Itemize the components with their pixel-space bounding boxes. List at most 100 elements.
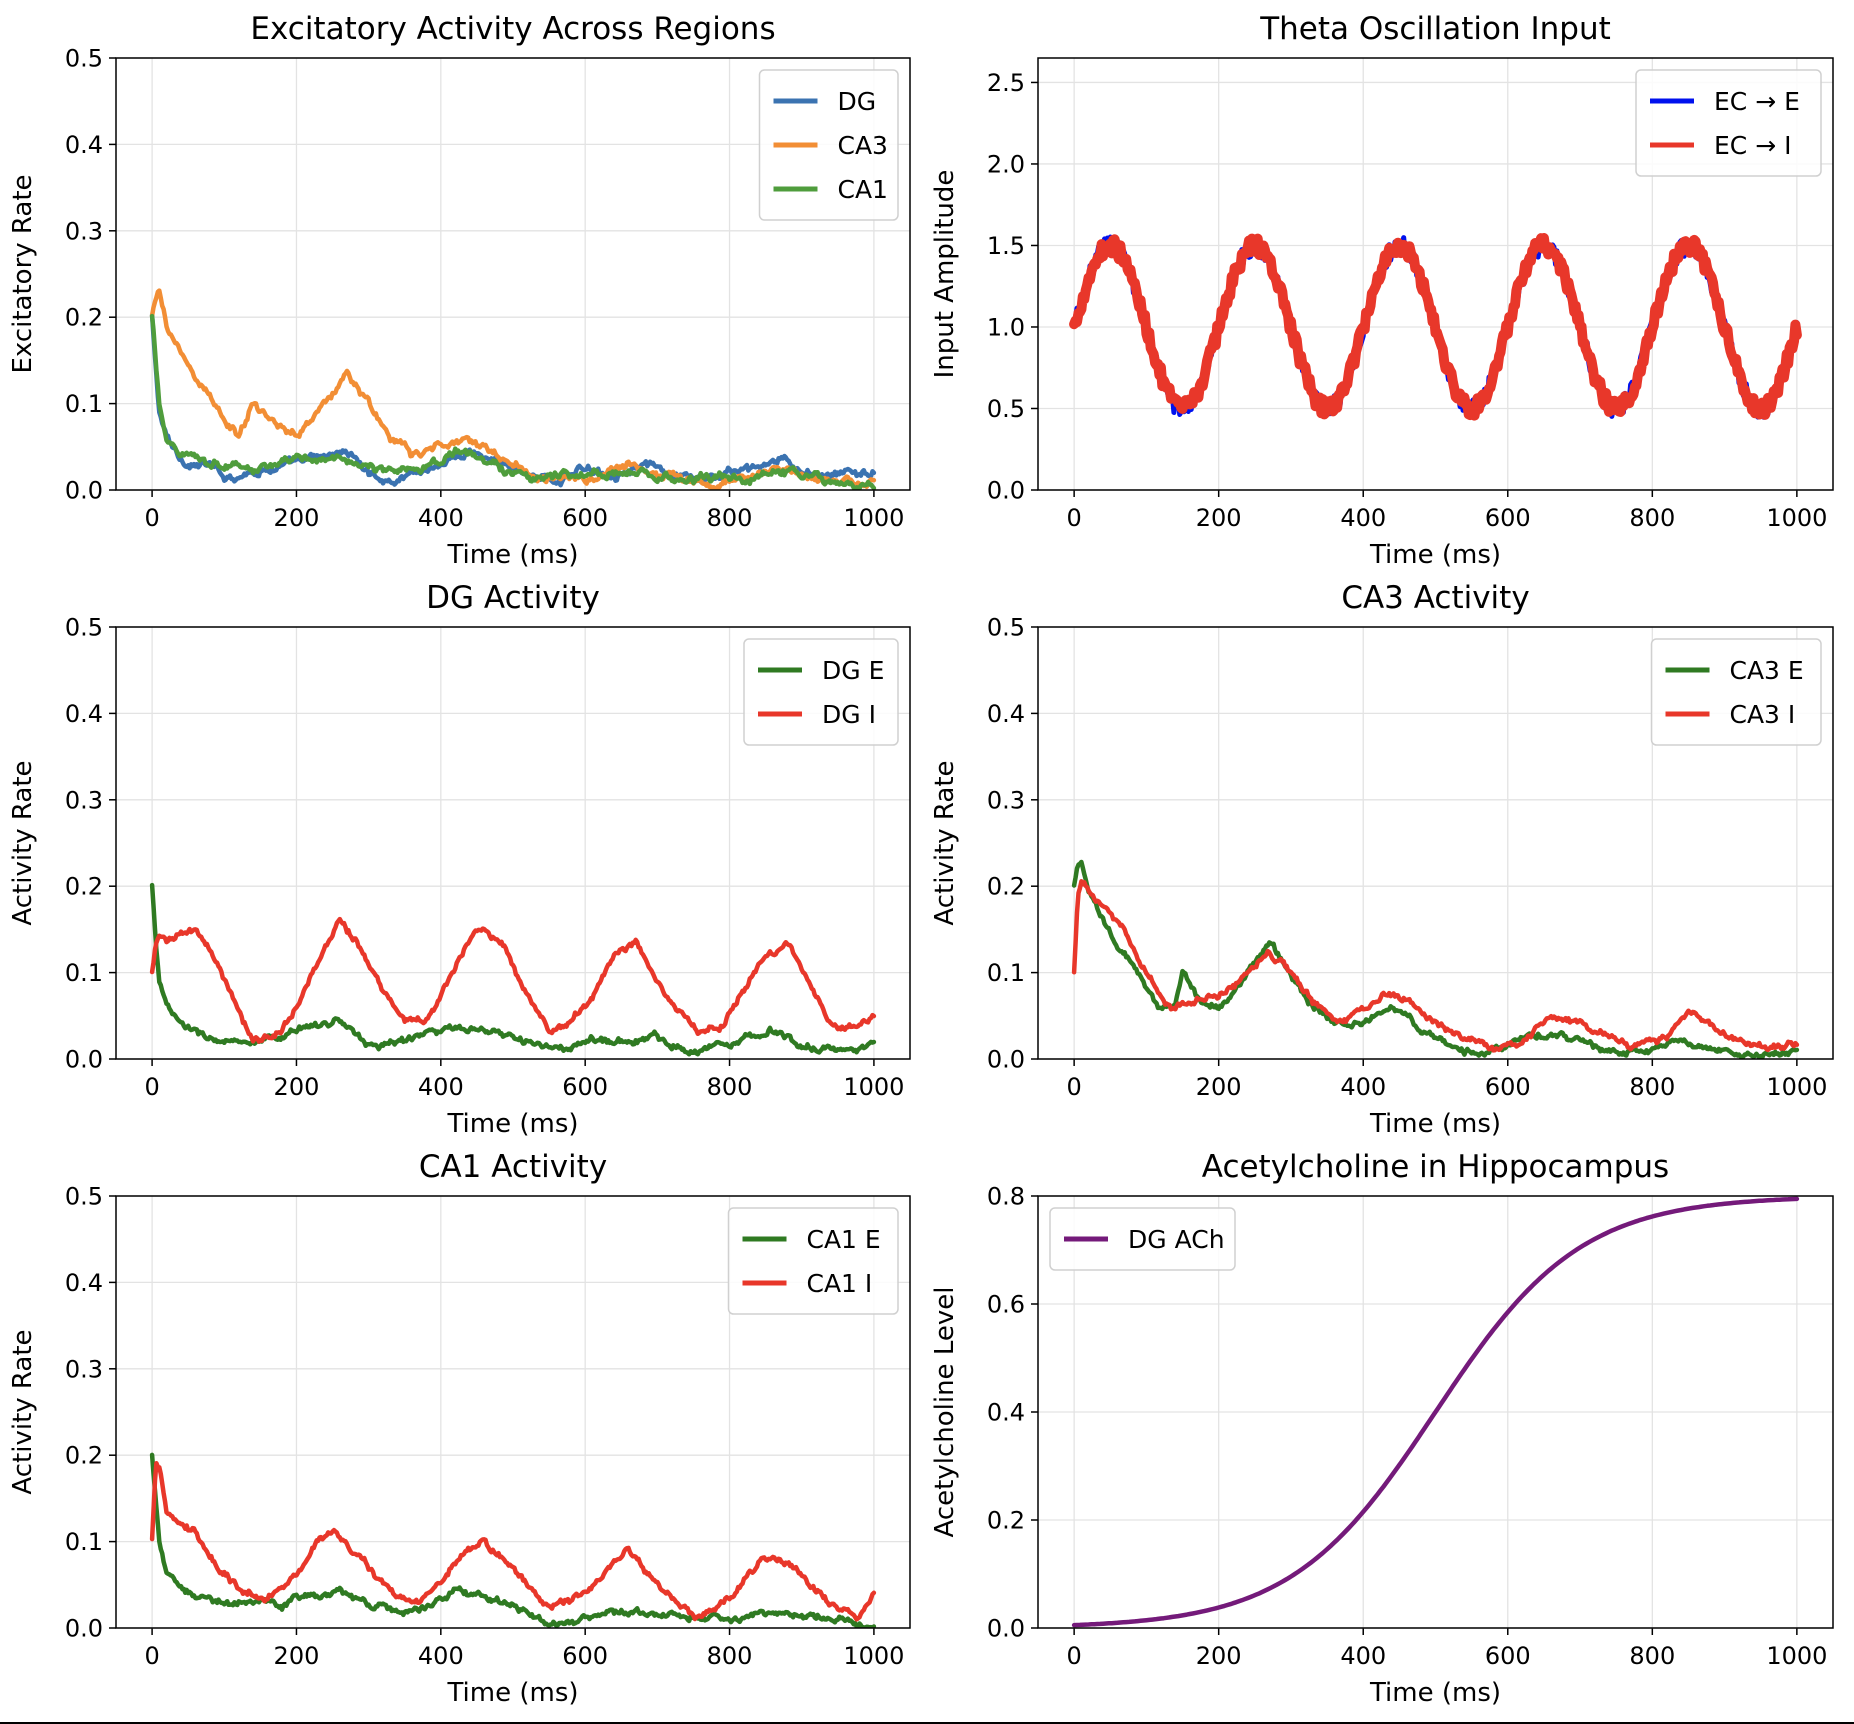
- x-tick-label: 1000: [843, 504, 904, 532]
- x-tick-label: 800: [1629, 1073, 1675, 1101]
- x-axis-label: Time (ms): [1369, 540, 1501, 570]
- legend: DG ACh: [1049, 1207, 1236, 1271]
- x-tick-label: 400: [418, 1642, 464, 1670]
- y-tick-label: 0.5: [987, 395, 1025, 423]
- x-axis-label: Time (ms): [1369, 1678, 1501, 1708]
- x-ticks: 0 200 400 600 800 1000: [1066, 1196, 1827, 1670]
- y-tick-label: 0.2: [65, 1442, 103, 1470]
- legend: DG CA3 CA1: [758, 69, 899, 221]
- y-tick-label: 0.0: [987, 1046, 1025, 1074]
- y-tick-label: 0.1: [987, 959, 1025, 987]
- y-tick-label: 0.5: [65, 45, 103, 73]
- y-tick-label: 0.4: [987, 1399, 1025, 1427]
- axes-frame: [115, 626, 911, 1060]
- x-tick-label: 800: [707, 1073, 753, 1101]
- y-tick-label: 0.3: [65, 217, 103, 245]
- series-line-1: [1071, 859, 1800, 1059]
- x-tick-label: 600: [562, 1073, 608, 1101]
- legend-label: CA1 E: [807, 1225, 881, 1254]
- subplot-title: DG Activity: [426, 580, 600, 616]
- y-tick-label: 0.2: [65, 873, 103, 901]
- y-tick-label: 0.2: [987, 1507, 1025, 1535]
- series-group: [1071, 859, 1800, 1059]
- legend: CA3 E CA3 I: [1650, 638, 1822, 746]
- x-ticks: 0 200 400 600 800 1000: [1066, 58, 1827, 532]
- y-axis-label: Excitatory Rate: [8, 174, 38, 373]
- x-tick-label: 1000: [1766, 1073, 1827, 1101]
- x-tick-label: 600: [1485, 504, 1531, 532]
- legend-label: CA3 I: [1730, 700, 1796, 729]
- series-line-1: [149, 312, 877, 488]
- y-tick-label: 1.0: [987, 313, 1025, 341]
- y-tick-label: 0.1: [65, 959, 103, 987]
- x-tick-label: 800: [707, 504, 753, 532]
- y-tick-label: 0.3: [987, 786, 1025, 814]
- x-tick-label: 200: [274, 1642, 320, 1670]
- x-tick-label: 800: [1629, 1642, 1675, 1670]
- axes-frame: [115, 1195, 911, 1629]
- y-tick-label: 2.5: [987, 69, 1025, 97]
- y-tick-label: 0.1: [65, 390, 103, 418]
- x-tick-label: 800: [707, 1642, 753, 1670]
- subplot-title: CA3 Activity: [1341, 580, 1529, 616]
- y-tick-label: 0.8: [987, 1183, 1025, 1211]
- y-axis-label: Input Amplitude: [930, 170, 960, 379]
- y-axis-label: Activity Rate: [8, 760, 38, 925]
- axes-frame: [115, 57, 911, 491]
- series-line-1: [149, 1452, 877, 1628]
- y-tick-label: 0.4: [65, 131, 103, 159]
- y-tick-label: 0.5: [987, 614, 1025, 642]
- x-tick-label: 600: [562, 1642, 608, 1670]
- x-tick-label: 600: [1485, 1642, 1531, 1670]
- series-group: [149, 288, 877, 490]
- series-group: [1069, 233, 1802, 421]
- legend-label: CA1 I: [807, 1269, 873, 1298]
- subplot-title: Excitatory Activity Across Regions: [250, 11, 775, 47]
- x-tick-label: 400: [418, 504, 464, 532]
- legend-box: [758, 69, 899, 221]
- x-axis-label: Time (ms): [446, 1109, 578, 1139]
- x-ticks: 0 200 400 600 800 1000: [144, 58, 904, 532]
- subplot-5: 0 200 400 600 800 1000 0.0 0.1 0.2 0.3 0.4 0.5 CA1 A…: [8, 1149, 911, 1708]
- x-tick-label: 0: [1066, 504, 1081, 532]
- series-group: [149, 1452, 877, 1628]
- legend-box: [1650, 638, 1822, 746]
- series-group: [149, 882, 877, 1057]
- legend: EC → E EC → I: [1635, 69, 1822, 177]
- x-tick-label: 1000: [1766, 504, 1827, 532]
- x-tick-label: 600: [562, 504, 608, 532]
- x-tick-label: 0: [1066, 1073, 1081, 1101]
- legend: CA1 E CA1 I: [727, 1207, 899, 1315]
- legend-label: CA3 E: [1730, 656, 1804, 685]
- subplot-1: 0 200 400 600 800 1000 0.0 0.1 0.2 0.3 0.4 0.5 Excit…: [8, 11, 911, 570]
- subplot-6: 0 200 400 600 800 1000 0.0 0.2 0.4 0.6 0.8 Acetylch…: [930, 1149, 1834, 1708]
- x-tick-label: 0: [144, 1073, 159, 1101]
- y-tick-label: 1.5: [987, 232, 1025, 260]
- x-tick-label: 0: [1066, 1642, 1081, 1670]
- y-tick-label: 0.5: [65, 614, 103, 642]
- y-tick-label: 0.1: [65, 1528, 103, 1556]
- y-tick-label: 0.0: [987, 477, 1025, 505]
- x-tick-label: 200: [274, 1073, 320, 1101]
- legend-label: EC → E: [1714, 87, 1800, 116]
- subplot-title: CA1 Activity: [419, 1149, 607, 1185]
- x-tick-label: 200: [1196, 1642, 1242, 1670]
- y-tick-label: 0.0: [987, 1615, 1025, 1643]
- series-line-2: [1069, 233, 1802, 421]
- x-axis-label: Time (ms): [1369, 1109, 1501, 1139]
- x-tick-label: 800: [1629, 504, 1675, 532]
- x-tick-label: 200: [274, 504, 320, 532]
- x-tick-label: 1000: [1766, 1642, 1827, 1670]
- y-axis-label: Acetylcholine Level: [930, 1287, 960, 1538]
- legend-box: [1635, 69, 1822, 177]
- y-tick-label: 0.6: [987, 1291, 1025, 1319]
- y-tick-label: 0.2: [987, 873, 1025, 901]
- y-tick-label: 0.4: [987, 700, 1025, 728]
- x-tick-label: 600: [1485, 1073, 1531, 1101]
- legend-label: DG ACh: [1128, 1225, 1225, 1254]
- series-line-2: [149, 288, 877, 490]
- legend-label: EC → I: [1714, 131, 1791, 160]
- axes-frame: [1037, 1195, 1834, 1629]
- series-group: [1071, 1196, 1800, 1628]
